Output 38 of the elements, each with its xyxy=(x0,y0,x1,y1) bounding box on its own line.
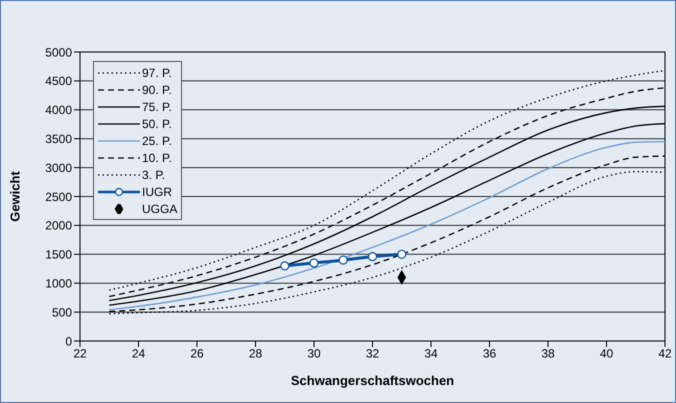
y-tick-label: 500 xyxy=(52,305,72,320)
y-axis-title: Gewicht xyxy=(8,170,23,222)
x-tick-label: 34 xyxy=(424,346,438,361)
legend-label: 10. P. xyxy=(142,150,172,164)
y-tick-label: 1500 xyxy=(45,248,72,262)
x-tick-label: 38 xyxy=(541,346,555,361)
point xyxy=(338,255,348,265)
point xyxy=(309,258,319,268)
x-tick-label: 42 xyxy=(658,346,672,361)
point xyxy=(397,250,406,259)
y-tick-label: 4000 xyxy=(45,103,72,118)
legend-label: 75. P. xyxy=(142,100,172,114)
point xyxy=(280,261,290,270)
x-axis-title: Schwangerschaftswochen xyxy=(290,373,454,388)
y-tick-label: 1000 xyxy=(45,276,72,290)
y-tick-label: 5000 xyxy=(45,45,72,60)
y-tick-label: 0 xyxy=(65,334,72,348)
y-tick-label: 3500 xyxy=(45,132,72,146)
point xyxy=(368,252,378,262)
legend-label: 97. P. xyxy=(142,66,172,80)
legend-label: 50. P. xyxy=(142,116,172,130)
x-tick-label: 28 xyxy=(248,346,262,361)
legend-label: UGGA xyxy=(142,202,178,216)
legend-label: 90. P. xyxy=(142,82,172,96)
x-tick-label: 24 xyxy=(132,346,146,361)
legend-label: 25. P. xyxy=(142,134,172,148)
x-tick-label: 30 xyxy=(307,346,321,361)
x-tick-label: 26 xyxy=(190,346,204,361)
y-tick-label: 2000 xyxy=(45,218,72,233)
y-tick-label: 2500 xyxy=(45,190,72,204)
legend-label: 3. P. xyxy=(142,168,166,182)
legend-label: IUGR xyxy=(142,184,172,198)
x-tick-label: 22 xyxy=(73,346,87,361)
y-tick-label: 3000 xyxy=(45,160,72,175)
x-tick-label: 40 xyxy=(600,346,614,361)
x-tick-label: 32 xyxy=(366,346,380,361)
y-tick-label: 4500 xyxy=(45,74,72,88)
x-tick-label: 36 xyxy=(482,346,496,361)
